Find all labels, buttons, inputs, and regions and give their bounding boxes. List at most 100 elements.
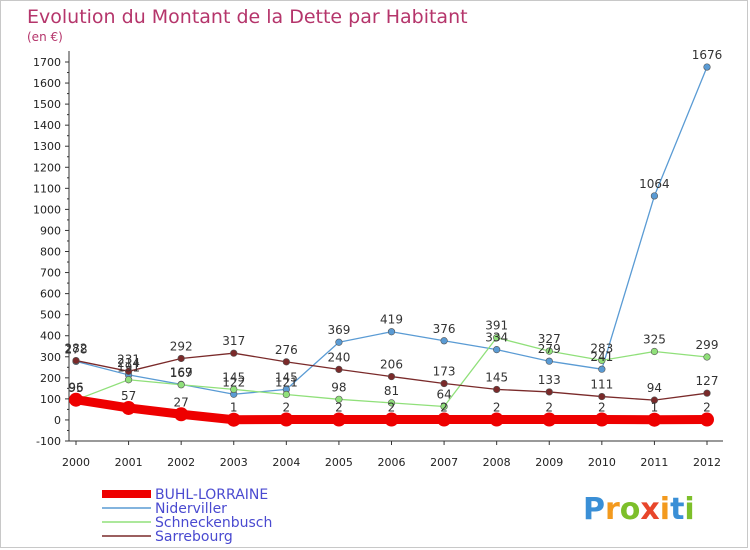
data-label: 241: [590, 350, 613, 364]
data-point: [437, 412, 452, 427]
data-label: 283: [590, 341, 613, 355]
data-label: 279: [538, 342, 561, 356]
x-tick-label: 2005: [325, 456, 353, 469]
data-label: 57: [121, 389, 136, 403]
data-label: 96: [68, 381, 83, 395]
y-tick-label: 100: [40, 393, 61, 406]
data-label: 1: [651, 401, 659, 415]
data-point: [331, 412, 346, 427]
y-tick-label: 300: [40, 351, 61, 364]
data-label: 122: [222, 375, 245, 389]
data-label: 1: [230, 401, 238, 415]
data-point: [387, 328, 396, 336]
data-point: [282, 390, 290, 399]
y-tick-label: 1300: [33, 140, 61, 153]
y-tick-label: 1500: [33, 98, 61, 111]
data-point: [647, 412, 662, 427]
data-point: [335, 395, 343, 403]
data-point: [226, 412, 241, 427]
data-point: [545, 388, 553, 396]
x-tick-label: 2001: [115, 456, 143, 469]
data-label: 2: [335, 401, 343, 415]
y-tick-label: 1700: [33, 56, 61, 69]
data-label: 206: [380, 358, 403, 372]
x-tick-label: 2009: [535, 456, 563, 469]
data-label: 278: [65, 342, 88, 356]
data-point: [69, 392, 83, 407]
data-point: [279, 412, 294, 427]
data-label: 95: [68, 381, 83, 395]
data-label: 2: [598, 401, 606, 415]
y-tick-label: 1100: [33, 182, 61, 195]
legend-label: Niderviller: [155, 501, 227, 517]
data-label: 98: [331, 380, 346, 394]
x-tick-label: 2012: [693, 456, 721, 469]
data-point: [489, 412, 504, 427]
data-label: 111: [590, 378, 613, 392]
data-label: 325: [643, 333, 666, 347]
data-point: [177, 354, 185, 363]
data-point: [440, 379, 448, 388]
data-label: 173: [433, 365, 456, 379]
y-tick-label: 1400: [33, 119, 61, 132]
x-ticks: 2000 2001 2002 2003 2004 2005 2006 2007 2008 2009…: [62, 441, 721, 469]
series-group: [69, 63, 714, 427]
data-label: 327: [538, 332, 561, 346]
legend-label: Schneckenbusch: [155, 515, 272, 531]
x-tick-label: 2004: [272, 456, 300, 469]
data-point: [124, 367, 133, 375]
data-label: 376: [433, 322, 456, 336]
legend-label: Sarrebourg: [155, 529, 233, 545]
data-point: [72, 356, 80, 365]
y-tick-label: 600: [40, 288, 61, 301]
data-point: [440, 402, 448, 411]
data-point: [493, 346, 501, 354]
data-point: [703, 389, 711, 397]
data-point: [598, 356, 606, 364]
x-tick-label: 2002: [167, 456, 195, 469]
data-point: [493, 385, 501, 394]
data-point: [650, 347, 659, 356]
x-tick-label: 2011: [640, 456, 668, 469]
data-label: 1064: [639, 177, 670, 191]
data-point: [282, 358, 290, 366]
data-point: [650, 396, 659, 404]
y-tick-label: 1000: [33, 203, 61, 216]
y-tick-label: -100: [36, 435, 61, 448]
data-label: 317: [222, 334, 245, 348]
data-point: [542, 412, 557, 427]
y-tick-label: 200: [40, 372, 61, 385]
x-tick-label: 2003: [220, 456, 248, 469]
x-tick-label: 2007: [430, 456, 458, 469]
data-label: 334: [485, 331, 508, 345]
data-point: [703, 63, 711, 71]
data-point: [384, 412, 399, 427]
data-point: [387, 399, 396, 407]
y-tick-label: 1200: [33, 161, 61, 174]
data-point: [545, 357, 553, 365]
data-label: 240: [327, 350, 350, 364]
data-point: [703, 353, 711, 361]
data-point: [598, 392, 606, 401]
data-label: 299: [696, 338, 719, 352]
y-tick-label: 700: [40, 267, 61, 280]
data-label: 191: [117, 361, 140, 375]
data-point: [230, 385, 238, 394]
data-point: [177, 381, 185, 389]
data-point: [335, 338, 343, 346]
data-label: 419: [380, 313, 403, 327]
data-label: 276: [275, 343, 298, 357]
y-tick-label: 1600: [33, 77, 61, 90]
data-label: 145: [485, 370, 508, 384]
data-point: [174, 407, 189, 422]
data-label: 2: [493, 401, 501, 415]
data-label: 169: [170, 365, 193, 379]
chart-title: Evolution du Montant de la Dette par Hab…: [27, 6, 468, 28]
data-label: 133: [538, 373, 561, 387]
y-ticks: -100 0 100 200 300 400 500 600 700 800 900 1000 1100…: [33, 56, 69, 448]
data-point: [545, 347, 553, 355]
data-label: 1676: [692, 48, 723, 62]
